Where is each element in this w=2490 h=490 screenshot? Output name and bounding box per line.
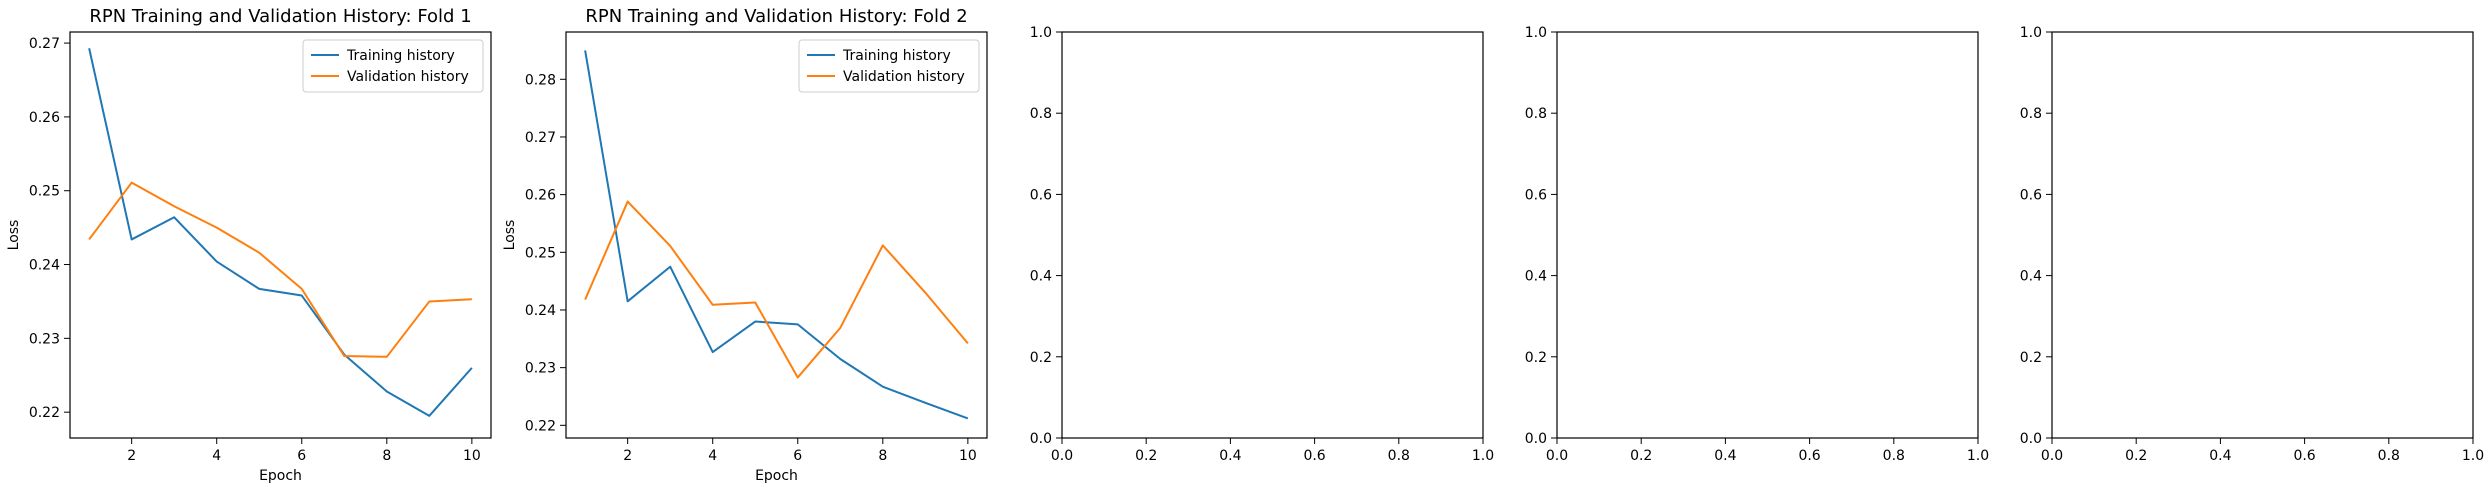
x-tick-label: 0.0	[2041, 448, 2063, 464]
x-tick-label: 6	[297, 448, 306, 464]
y-tick-label: 0.28	[525, 72, 556, 88]
chart-title: RPN Training and Validation History: Fol…	[585, 6, 967, 27]
x-tick-label: 0.4	[1714, 448, 1736, 464]
x-axis-label: Epoch	[259, 468, 302, 484]
chart-panel-1: RPN Training and Validation History: Fol…	[6, 6, 492, 484]
legend-label: Training history	[842, 48, 951, 64]
y-tick-label: 0.2	[1525, 350, 1547, 366]
chart-panel-4: 0.0 0.2 0.4 0.6 0.8 1.0 0.0 0.2 0.4 0.6 0.8 1.0	[1525, 25, 1989, 464]
x-tick-label: 0.6	[1303, 448, 1325, 464]
chart-panel-5: 0.0 0.2 0.4 0.6 0.8 1.0 0.0 0.2 0.4 0.6 0.8 1.0	[2020, 25, 2484, 464]
x-tick-label: 0.0	[1546, 448, 1568, 464]
x-tick-label: 8	[382, 448, 391, 464]
legend-label: Training history	[346, 48, 455, 64]
plot-frame	[2051, 31, 2474, 439]
plot-frame	[69, 31, 492, 439]
plot-frame	[1556, 31, 1979, 439]
y-axis-label: Loss	[6, 220, 22, 251]
y-tick-label: 0.6	[1525, 187, 1547, 203]
y-tick-label: 0.26	[525, 188, 556, 204]
x-tick-label: 0.8	[1883, 448, 1905, 464]
x-tick-label: 4	[212, 448, 221, 464]
x-tick-label: 0.6	[1798, 448, 1820, 464]
y-tick-label: 0.6	[2020, 187, 2042, 203]
legend-label: Validation history	[347, 69, 469, 85]
y-tick-label: 0.0	[2020, 431, 2042, 447]
series-line-validation	[88, 181, 472, 358]
x-tick-label: 0.2	[1630, 448, 1652, 464]
chart-panel-3: 0.0 0.2 0.4 0.6 0.8 1.0 0.0 0.2 0.4 0.6 0.8 1.0	[1030, 25, 1494, 464]
y-tick-label: 1.0	[2020, 25, 2042, 41]
x-tick-label: 0.0	[1051, 448, 1073, 464]
legend: Training history Validation history	[798, 39, 980, 93]
y-tick-label: 0.26	[29, 110, 60, 126]
x-tick-label: 1.0	[1967, 448, 1989, 464]
y-tick-label: 0.25	[525, 245, 556, 261]
x-tick-label: 6	[793, 448, 802, 464]
x-tick-label: 0.6	[2293, 448, 2315, 464]
x-tick-label: 1.0	[2462, 448, 2484, 464]
chart-title: RPN Training and Validation History: Fol…	[89, 6, 471, 27]
plot-frame	[565, 31, 988, 439]
y-tick-label: 0.6	[1030, 187, 1052, 203]
chart-panel-2: RPN Training and Validation History: Fol…	[502, 6, 988, 484]
x-tick-label: 0.2	[1135, 448, 1157, 464]
y-tick-label: 0.4	[1525, 269, 1547, 285]
x-tick-label: 2	[623, 448, 632, 464]
y-tick-label: 0.2	[1030, 350, 1052, 366]
y-tick-label: 1.0	[1525, 25, 1547, 41]
y-tick-label: 0.2	[2020, 350, 2042, 366]
x-tick-label: 2	[127, 448, 136, 464]
series-line-validation	[584, 200, 969, 379]
y-tick-label: 0.23	[29, 331, 60, 347]
x-tick-label: 0.8	[1388, 448, 1410, 464]
y-tick-label: 0.22	[525, 418, 556, 434]
y-tick-label: 1.0	[1030, 25, 1052, 41]
y-tick-label: 0.24	[29, 258, 60, 274]
legend-box	[798, 39, 980, 93]
y-tick-label: 0.27	[29, 36, 60, 52]
legend: Training history Validation history	[302, 39, 484, 93]
series-line-training	[584, 50, 969, 420]
legend-label: Validation history	[843, 69, 965, 85]
y-tick-label: 0.0	[1525, 431, 1547, 447]
y-tick-label: 0.24	[525, 303, 556, 319]
x-axis-label: Epoch	[755, 468, 798, 484]
y-tick-label: 0.22	[29, 405, 60, 421]
x-tick-label: 10	[463, 448, 481, 464]
y-tick-label: 0.8	[1525, 106, 1547, 122]
y-axis-label: Loss	[502, 220, 518, 251]
x-tick-label: 0.4	[2209, 448, 2231, 464]
y-tick-label: 0.8	[2020, 106, 2042, 122]
x-tick-label: 10	[959, 448, 977, 464]
x-tick-label: 1.0	[1472, 448, 1494, 464]
x-tick-label: 8	[878, 448, 887, 464]
y-tick-label: 0.27	[525, 130, 556, 146]
plot-frame	[1061, 31, 1484, 439]
x-tick-label: 0.4	[1219, 448, 1241, 464]
legend-box	[302, 39, 484, 93]
y-tick-label: 0.23	[525, 361, 556, 377]
y-tick-label: 0.4	[2020, 269, 2042, 285]
x-tick-label: 0.2	[2125, 448, 2147, 464]
x-tick-label: 0.8	[2378, 448, 2400, 464]
y-tick-label: 0.25	[29, 184, 60, 200]
y-tick-label: 0.8	[1030, 106, 1052, 122]
x-tick-label: 4	[708, 448, 717, 464]
y-tick-label: 0.4	[1030, 269, 1052, 285]
series-line-training	[88, 48, 473, 417]
y-tick-label: 0.0	[1030, 431, 1052, 447]
